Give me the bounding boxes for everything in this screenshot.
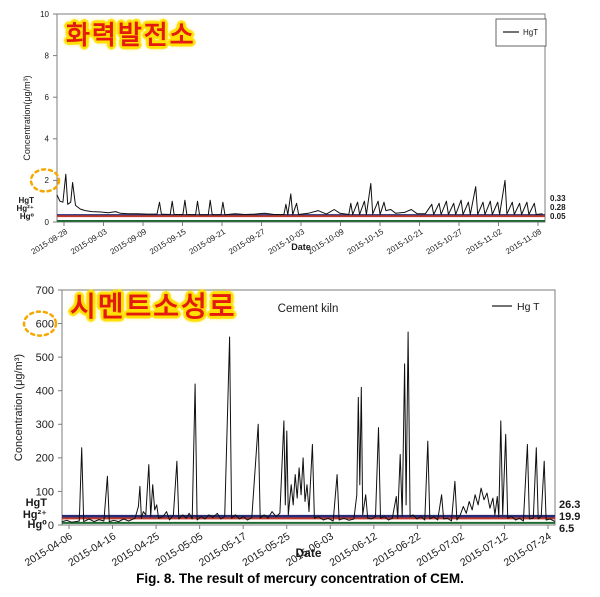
- x-tick-label: 2015-08-28: [30, 227, 70, 257]
- ref-right-label-2: 6.5: [559, 523, 574, 535]
- x-tick-label: 2015-09-21: [188, 227, 228, 257]
- y-tick-label: 600: [36, 318, 54, 330]
- y-tick-label: 400: [36, 386, 54, 398]
- x-tick-label: 2015-04-25: [110, 530, 162, 569]
- x-tick-label: 2015-10-27: [425, 227, 465, 257]
- plot-frame: [56, 13, 546, 223]
- x-tick-label: 2015-11-02: [465, 227, 504, 256]
- ref-left-label-2: Hg⁰: [28, 519, 48, 531]
- x-tick-label: 2015-06-12: [327, 530, 379, 569]
- x-tick-label: 2015-09-03: [69, 227, 109, 257]
- y-tick-label: 6: [45, 93, 50, 102]
- ref-right-label-1: 0.28: [550, 203, 566, 212]
- y-tick-label: 10: [40, 10, 49, 19]
- ref-left-label-0: HgT: [26, 497, 48, 509]
- y-tick-label: 0: [48, 520, 54, 532]
- x-tick-label: 2015-10-21: [385, 227, 425, 257]
- dashed-circle-annotation: [22, 310, 58, 337]
- x-tick-label: 2015-09-15: [148, 227, 188, 257]
- x-tick-label: 2015-10-15: [346, 227, 386, 257]
- y-tick-label: 8: [45, 51, 50, 60]
- cement-kiln-annotation: 시멘트소성로: [70, 291, 237, 322]
- x-tick-label: 2015-05-17: [197, 530, 249, 569]
- x-tick-label: 2015-09-27: [227, 227, 267, 257]
- ref-right-label-2: 0.05: [550, 212, 566, 221]
- x-tick-label: 2015-06-22: [371, 530, 423, 569]
- x-tick-label: 2015-09-09: [109, 227, 149, 257]
- legend-label: HgT: [523, 28, 538, 37]
- ref-right-label-1: 19.9: [559, 511, 580, 523]
- x-tick-label: 2015-10-09: [306, 227, 346, 257]
- dashed-circle-annotation: [29, 168, 61, 193]
- x-tick-label: 2015-11-08: [504, 227, 543, 256]
- y-tick-label: 500: [36, 352, 54, 364]
- x-tick-label: 2015-05-05: [153, 530, 205, 569]
- ref-left-label-1: Hg²⁺: [16, 204, 34, 213]
- power-plant-annotation: 화력발전소: [66, 20, 196, 50]
- x-tick-label: 2015-07-02: [415, 530, 467, 569]
- x-tick-label: 2015-04-06: [23, 530, 75, 569]
- ref-left-label-1: Hg²⁺: [23, 509, 47, 521]
- y-tick-label: 100: [36, 486, 54, 498]
- x-tick-label: 2015-07-24: [502, 530, 554, 569]
- ref-right-label-0: 26.3: [559, 499, 580, 511]
- y-tick-label: 300: [36, 419, 54, 431]
- figure-caption: Fig. 8. The result of mercury concentrat…: [136, 571, 464, 586]
- x-tick-label: 2015-07-12: [458, 530, 510, 569]
- ref-right-label-0: 0.33: [550, 194, 566, 203]
- inner-title: Cement kiln: [278, 303, 339, 315]
- x-tick-label: 2015-05-25: [240, 530, 292, 569]
- series-line: [56, 173, 543, 216]
- cement-kiln-chart: 01002003004005006007002015-04-062015-04-…: [13, 285, 580, 569]
- y-tick-label: 0: [45, 218, 50, 227]
- y-tick-label: 700: [36, 285, 54, 297]
- plot-frame: [61, 289, 556, 526]
- x-axis-label: Date: [295, 546, 321, 560]
- y-tick-label: 2: [45, 176, 50, 185]
- y-axis-label: Concentration(μg/m³): [22, 75, 32, 160]
- series-line: [61, 331, 556, 523]
- y-tick-label: 4: [45, 135, 50, 144]
- y-axis-label: Concentration (μg/m³): [13, 354, 25, 461]
- y-tick-label: 200: [36, 453, 54, 465]
- x-axis-label: Date: [291, 242, 311, 252]
- legend-label: Hg T: [517, 301, 540, 313]
- ref-left-label-2: Hg⁰: [20, 212, 35, 221]
- ref-left-label-0: HgT: [18, 196, 34, 205]
- x-tick-label: 2015-04-16: [66, 530, 118, 569]
